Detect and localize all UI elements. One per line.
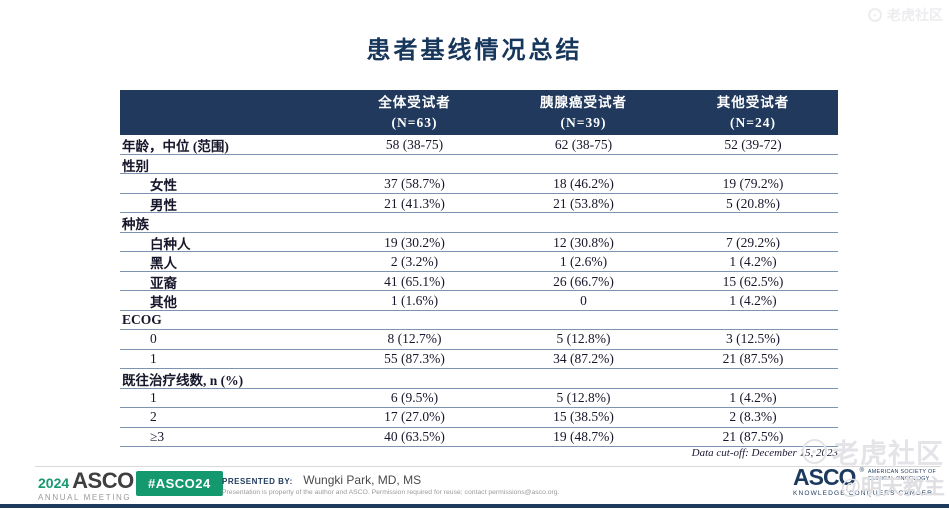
table-row-lines-2: 2 17 (27.0%) 15 (38.5%) 2 (8.3%) bbox=[120, 408, 838, 428]
table-row-female: 女性 37 (58.7%) 18 (46.2%) 19 (79.2%) bbox=[120, 174, 838, 194]
watermark-top-right: • 老虎社区 bbox=[868, 5, 943, 25]
baseline-table: 全体受试者 (N=63) 胰腺癌受试者 (N=39) 其他受试者 (N=24) … bbox=[120, 90, 838, 447]
table-header-row: 全体受试者 (N=63) 胰腺癌受试者 (N=39) 其他受试者 (N=24) bbox=[120, 90, 838, 135]
table-row-white: 白种人 19 (30.2%) 12 (30.8%) 7 (29.2%) bbox=[120, 233, 838, 252]
watermark-username: @明天教主 bbox=[840, 476, 945, 499]
footer-divider bbox=[35, 466, 941, 467]
table-header-all-subjects: 全体受试者 (N=63) bbox=[378, 94, 451, 130]
watermark-bottom-brand: • 老虎社区 bbox=[802, 432, 944, 471]
permission-disclaimer: Presentation is property of the author a… bbox=[222, 489, 560, 496]
table-header-other-subjects: 其他受试者 (N=24) bbox=[716, 94, 790, 130]
asco-society-logo: ASCO ® AMERICAN SOCIETY OF CLINICAL ONCO… bbox=[793, 464, 937, 497]
table-row-other-race: 其他 1 (1.6%) 0 1 (4.2%) bbox=[120, 291, 838, 311]
table-row-black: 黑人 2 (3.2%) 1 (2.6%) 1 (4.2%) bbox=[120, 252, 838, 272]
table-row-ecog-1: 1 55 (87.3%) 34 (87.2%) 21 (87.5%) bbox=[120, 350, 838, 369]
tiger-community-icon: • bbox=[802, 439, 827, 464]
table-row-lines-1: 1 6 (9.5%) 5 (12.8%) 1 (4.2%) bbox=[120, 389, 838, 408]
table-row-ecog-0: 0 8 (12.7%) 5 (12.8%) 3 (12.5%) bbox=[120, 330, 838, 350]
table-row-lines-3plus: ≥3 40 (63.5%) 19 (48.7%) 21 (87.5%) bbox=[120, 428, 838, 447]
table-row-age: 年龄，中位 (范围) 58 (38-75) 62 (38-75) 52 (39-… bbox=[120, 135, 838, 155]
data-cutoff-note: Data cut-off: December 15, 2023 bbox=[691, 447, 838, 459]
presented-by: PRESENTED BY: Wungki Park, MD, MS bbox=[222, 473, 422, 487]
hashtag-badge: #ASCO24 bbox=[136, 471, 223, 496]
table-section-prior-lines: 既往治疗线数, n (%) bbox=[120, 369, 838, 389]
table-section-race: 种族 bbox=[120, 213, 838, 233]
table-section-sex: 性别 bbox=[120, 155, 838, 174]
table-row-asian: 亚裔 41 (65.1%) 26 (66.7%) 15 (62.5%) bbox=[120, 272, 838, 291]
bottom-navy-bar bbox=[0, 504, 949, 508]
tiger-community-icon: • bbox=[868, 8, 882, 22]
table-header-pancreatic-subjects: 胰腺癌受试者 (N=39) bbox=[540, 94, 627, 130]
table-section-ecog: ECOG bbox=[120, 311, 838, 330]
table-row-male: 男性 21 (41.3%) 21 (53.8%) 5 (20.8%) bbox=[120, 194, 838, 213]
page-title: 患者基线情况总结 bbox=[366, 38, 583, 64]
asco-annual-meeting-logo: 2024 ASCO ® ANNUAL MEETING bbox=[38, 468, 142, 503]
